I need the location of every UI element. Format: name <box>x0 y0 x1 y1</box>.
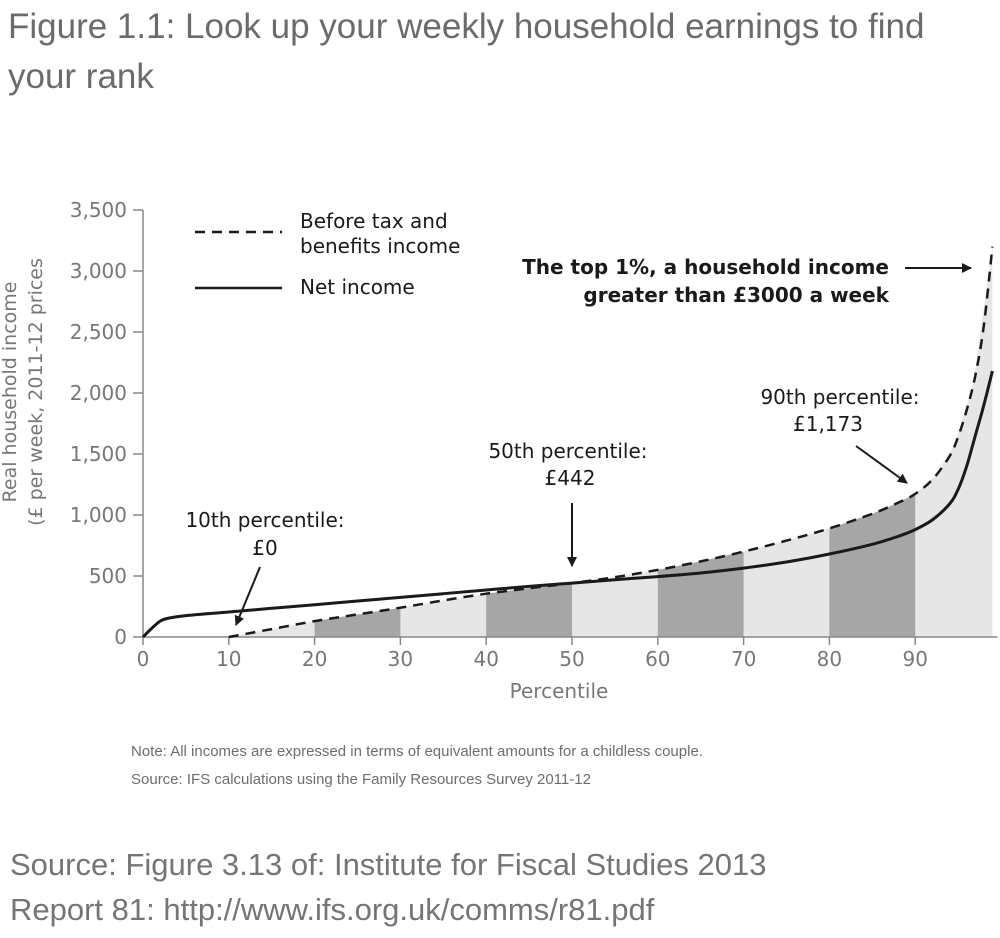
p90-arrow <box>855 445 908 484</box>
dark-shade-band-80-90 <box>829 493 916 637</box>
annotations: 10th percentile: £0 50th percentile: £44… <box>185 255 972 626</box>
x-tick-label-0: 0 <box>137 647 150 671</box>
y-tick-label-2500: 2,500 <box>70 320 127 344</box>
dark-shade-band-40-50 <box>486 583 572 637</box>
p90-annotation-line1: 90th percentile: <box>760 385 919 409</box>
legend-before-label-1: Before tax and <box>300 209 448 233</box>
y-axis-label-line1: Real household income <box>0 282 21 503</box>
p90-annotation-line2: £1,173 <box>793 412 863 436</box>
source-caption: Source: Figure 3.13 of: Institute for Fi… <box>10 842 766 932</box>
income-percentile-chart: 0 500 1,000 1,500 2,000 2,500 3,000 3,500 0 10 20 3… <box>0 198 998 703</box>
top1-annotation-line1: The top 1%, a household income <box>522 255 889 279</box>
legend-before-label-2: benefits income <box>300 234 460 258</box>
top1-annotation-line2: greater than £3000 a week <box>583 283 889 307</box>
p10-arrow <box>234 566 261 626</box>
figure-title: Figure 1.1: Look up your weekly househol… <box>8 7 925 96</box>
note-source: Source: IFS calculations using the Famil… <box>131 771 591 788</box>
y-tick-label-500: 500 <box>89 564 127 588</box>
p10-annotation-line1: 10th percentile: <box>185 508 344 532</box>
p10-annotation-line2: £0 <box>252 536 277 560</box>
y-tick-label-1000: 1,000 <box>70 503 127 527</box>
dark-shade-band-60-70 <box>657 551 744 637</box>
x-tick-label-80: 80 <box>817 647 842 671</box>
x-tick-label-50: 50 <box>559 647 584 671</box>
y-tick-label-3000: 3,000 <box>70 259 127 283</box>
percentile-shading <box>228 246 993 637</box>
legend: Before tax and benefits income Net incom… <box>195 209 460 299</box>
legend-net-label: Net income <box>300 275 415 299</box>
light-shade-band-0 <box>228 246 993 637</box>
series-lines <box>141 246 994 639</box>
note-text: Note: All incomes are expressed in terms… <box>131 743 703 760</box>
x-axis-label: Percentile <box>510 679 609 703</box>
chart-notes: Note: All incomes are expressed in terms… <box>131 738 703 794</box>
y-tick-label-0: 0 <box>114 625 127 649</box>
source-line-2: Report 81: http://www.ifs.org.uk/comms/r… <box>10 892 655 927</box>
x-tick-label-20: 20 <box>302 647 327 671</box>
x-tick-label-70: 70 <box>731 647 756 671</box>
source-line-1: Source: Figure 3.13 of: Institute for Fi… <box>10 847 767 882</box>
net-income-line <box>141 370 994 639</box>
y-axis-label-line2: (£ per week, 2011-12 prices <box>25 258 47 526</box>
dark-shade-band-20-30 <box>314 607 401 637</box>
y-tick-label-3500: 3,500 <box>70 198 127 222</box>
x-tick-label-40: 40 <box>473 647 498 671</box>
p50-annotation-line1: 50th percentile: <box>488 439 647 463</box>
x-tick-label-30: 30 <box>388 647 413 671</box>
axes: 0 500 1,000 1,500 2,000 2,500 3,000 3,500 0 10 20 3… <box>0 198 998 703</box>
x-tick-label-10: 10 <box>216 647 241 671</box>
before-tax-income-line <box>228 246 994 639</box>
x-tick-label-90: 90 <box>902 647 927 671</box>
y-tick-label-1500: 1,500 <box>70 442 127 466</box>
y-tick-label-2000: 2,000 <box>70 381 127 405</box>
x-tick-label-60: 60 <box>645 647 670 671</box>
p50-annotation-line2: £442 <box>545 466 596 490</box>
